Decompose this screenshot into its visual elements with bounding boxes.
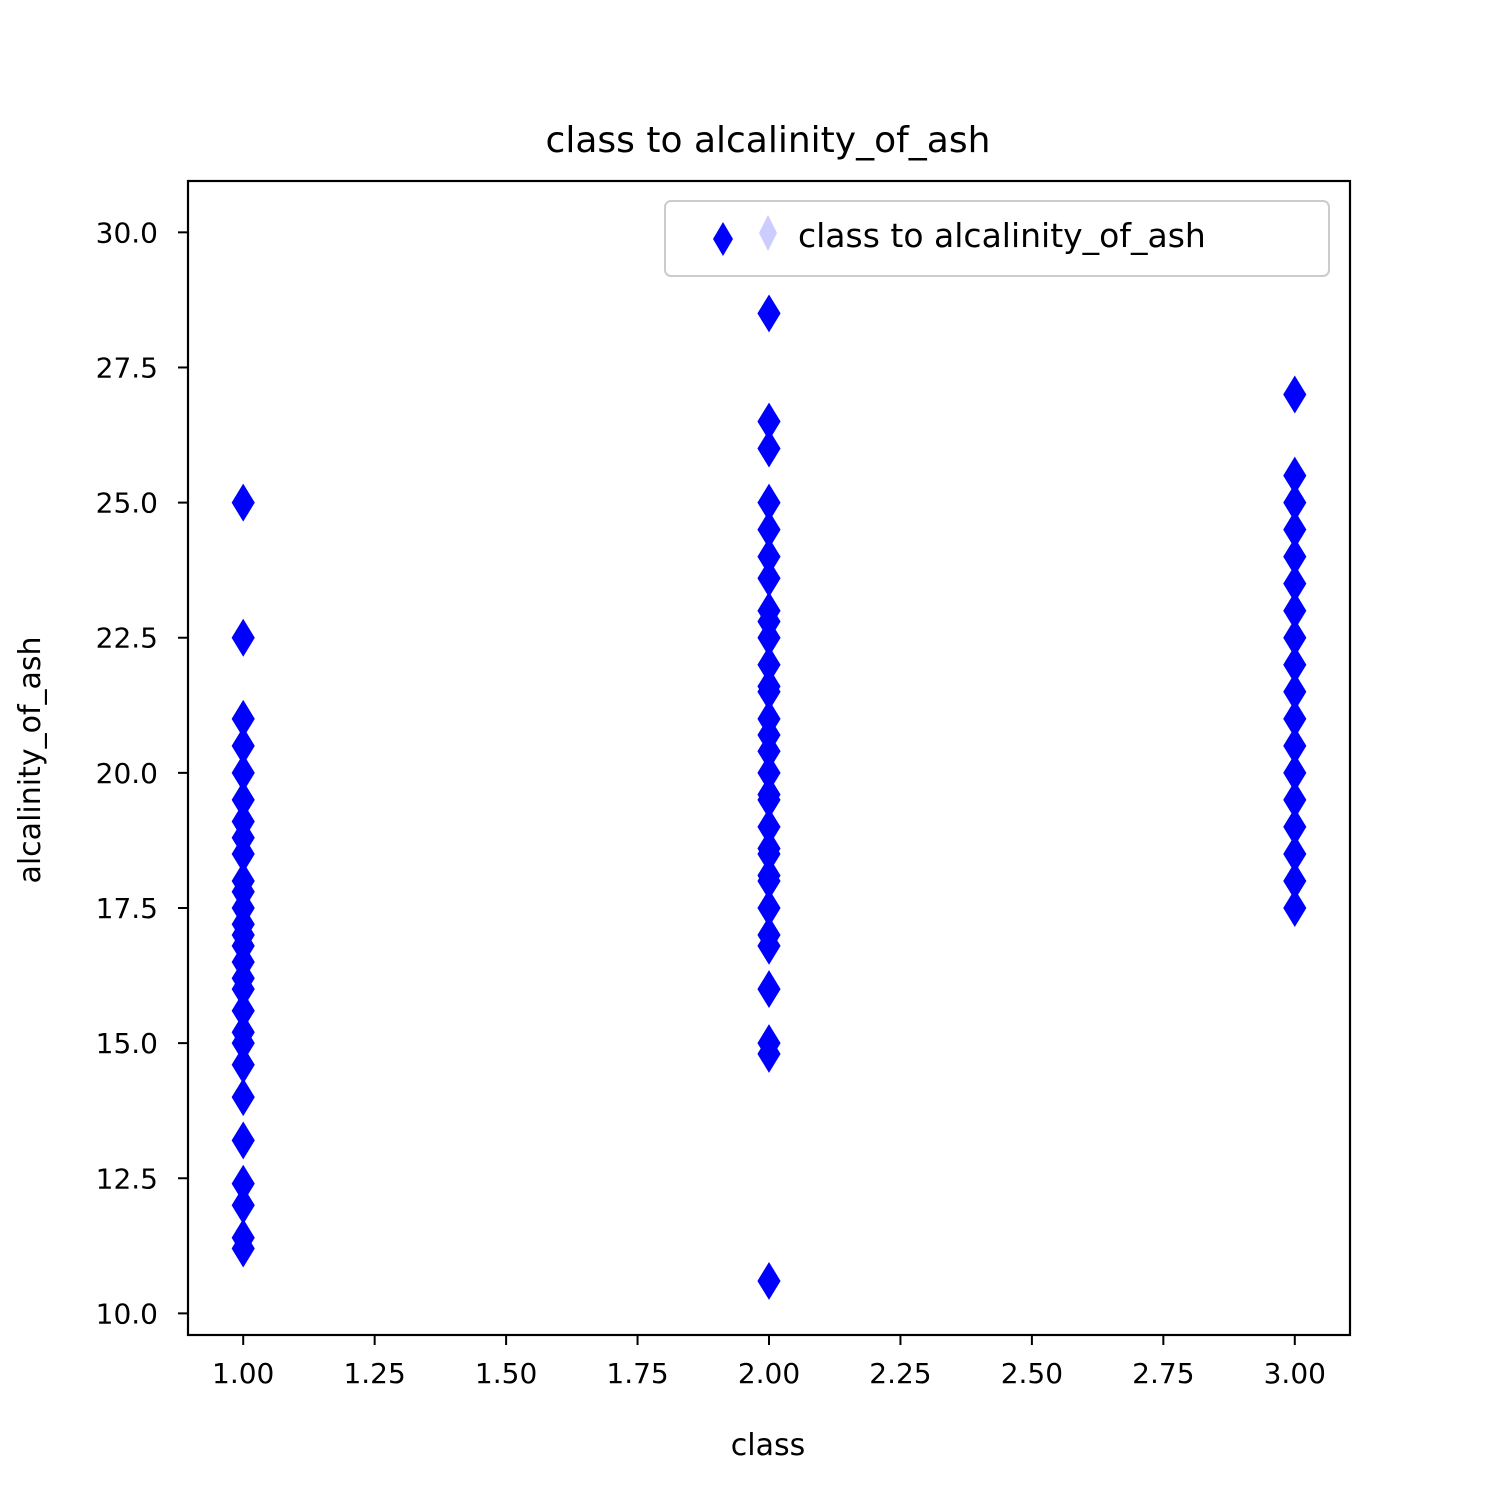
- data-point: [231, 1078, 255, 1117]
- x-tick-label: 2.50: [1001, 1357, 1063, 1390]
- x-tick-label: 3.00: [1264, 1357, 1326, 1390]
- y-axis-label: alcalinity_of_ash: [13, 636, 48, 883]
- y-tick-label: 22.5: [96, 622, 158, 655]
- plot-frame: [186, 179, 1352, 1337]
- x-tick-label: 1.00: [212, 1357, 274, 1390]
- x-tick-label: 1.50: [475, 1357, 537, 1390]
- data-point: [1283, 889, 1307, 927]
- y-tick-label: 10.0: [96, 1297, 158, 1330]
- x-tick-label: 2.00: [738, 1357, 800, 1390]
- legend-box: [664, 200, 1330, 277]
- x-tick-label: 1.75: [606, 1357, 668, 1390]
- data-point: [1283, 375, 1307, 414]
- y-tick-label: 15.0: [96, 1027, 158, 1060]
- data-point: [231, 618, 255, 657]
- data-point: [757, 926, 781, 965]
- data-point: [231, 483, 255, 522]
- data-point: [757, 1034, 781, 1073]
- data-point: [757, 1261, 781, 1300]
- chart-title: class to alcalinity_of_ash: [546, 120, 991, 161]
- legend-label: class to alcalinity_of_ash: [798, 216, 1206, 255]
- data-point: [231, 1121, 255, 1160]
- x-tick-label: 1.25: [343, 1357, 405, 1390]
- y-tick-label: 12.5: [96, 1162, 158, 1195]
- x-tick-label: 2.75: [1132, 1357, 1194, 1390]
- data-point: [231, 1229, 255, 1268]
- data-point: [757, 294, 781, 333]
- y-tick-label: 17.5: [96, 892, 158, 925]
- y-tick-label: 20.0: [96, 757, 158, 790]
- x-tick-label: 2.25: [869, 1357, 931, 1390]
- y-tick-label: 25.0: [96, 487, 158, 520]
- y-tick-label: 27.5: [96, 351, 158, 384]
- data-point: [757, 429, 781, 468]
- x-axis-label: class: [731, 1428, 805, 1463]
- y-axis-ticks: 10.0 12.5 15.0 17.5 20.0 22.5 25.0 27.5 30.0: [96, 216, 188, 1330]
- legend: class to alcalinity_of_ash: [664, 200, 1330, 277]
- legend-marker-icon: [713, 222, 733, 256]
- data-point: [757, 970, 781, 1009]
- legend-marker-icon: [759, 215, 777, 251]
- y-tick-label: 30.0: [96, 216, 158, 249]
- data-points: [231, 294, 1307, 1300]
- x-axis-ticks: 1.00 1.25 1.50 1.75 2.00 2.25 2.50 2.75 3.00: [212, 1335, 1326, 1390]
